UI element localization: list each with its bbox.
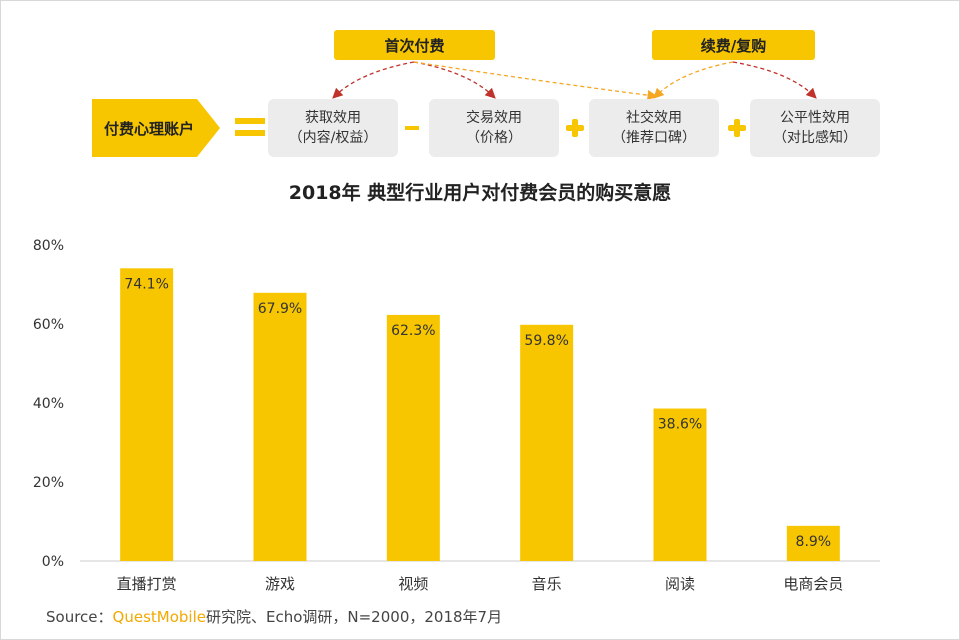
source-brand: QuestMobile xyxy=(112,608,206,626)
bar-value-label: 38.6% xyxy=(658,417,702,433)
box-gain-utility: 获取效用 （内容/权益） xyxy=(268,99,398,157)
y-tick-label: 20% xyxy=(33,475,64,491)
bar xyxy=(786,525,840,561)
bar xyxy=(120,268,174,561)
renew-label: 续费/复购 xyxy=(652,30,815,60)
x-tick-label: 视频 xyxy=(398,575,428,593)
bar-chart: 0% 20% 40% 60% 80% 74.1% 直播打赏 67.9% 游戏 62.3% 视频 59.… xyxy=(33,238,880,593)
payment-account-label: 付费心理账户 xyxy=(92,99,220,157)
x-tick-label: 游戏 xyxy=(265,575,295,593)
diagram-arrows xyxy=(332,61,817,101)
box-social-line2: （推荐口碑） xyxy=(612,130,696,146)
box-social-line1: 社交效用 xyxy=(626,110,682,126)
bar-value-label: 67.9% xyxy=(258,301,302,317)
bar-value-label: 74.1% xyxy=(124,276,168,292)
box-social-utility: 社交效用 （推荐口碑） xyxy=(589,99,719,157)
x-tick-label: 直播打赏 xyxy=(117,575,177,593)
box-trade-line1: 交易效用 xyxy=(466,110,522,126)
chart-title: 2018年 典型行业用户对付费会员的购买意愿 xyxy=(288,182,672,204)
box-fairness-line2: （对比感知） xyxy=(773,130,857,146)
bar xyxy=(386,314,440,561)
minus-icon xyxy=(405,126,419,130)
box-gain-line2: （内容/权益） xyxy=(288,130,378,146)
arrow-renew-to-fair xyxy=(732,61,817,99)
y-tick-label: 60% xyxy=(33,317,64,333)
source-note: Source：QuestMobile研究院、Echo调研，N=2000，2018… xyxy=(46,606,502,627)
bar xyxy=(520,324,574,561)
source-prefix: Source： xyxy=(46,608,113,626)
arrow-first-to-gain xyxy=(332,61,415,99)
y-tick-label: 80% xyxy=(33,238,64,254)
bar xyxy=(253,292,307,561)
box-fairness-line1: 公平性效用 xyxy=(780,110,850,126)
x-tick-label: 音乐 xyxy=(532,575,562,593)
box-trade-line2: （价格） xyxy=(466,130,522,146)
box-fairness-utility: 公平性效用 （对比感知） xyxy=(750,99,880,157)
x-tick-label: 阅读 xyxy=(665,575,695,593)
y-tick-label: 40% xyxy=(33,396,64,412)
box-gain-line1: 获取效用 xyxy=(305,110,361,126)
y-tick-label: 0% xyxy=(42,554,64,570)
first-pay-label: 首次付费 xyxy=(334,30,495,60)
bar-value-label: 62.3% xyxy=(391,323,435,339)
plus-icon xyxy=(566,119,584,137)
plus-icon xyxy=(728,119,746,137)
x-tick-label: 电商会员 xyxy=(783,575,843,593)
bar-value-label: 59.8% xyxy=(524,333,568,349)
box-trade-utility: 交易效用 （价格） xyxy=(429,99,559,157)
arrow-first-to-social xyxy=(413,61,658,101)
bar xyxy=(653,408,707,561)
source-rest: 研究院、Echo调研，N=2000，2018年7月 xyxy=(205,608,503,626)
arrow-renew-to-social xyxy=(653,61,734,99)
bar-value-label: 8.9% xyxy=(796,534,832,550)
equals-icon xyxy=(235,118,265,138)
